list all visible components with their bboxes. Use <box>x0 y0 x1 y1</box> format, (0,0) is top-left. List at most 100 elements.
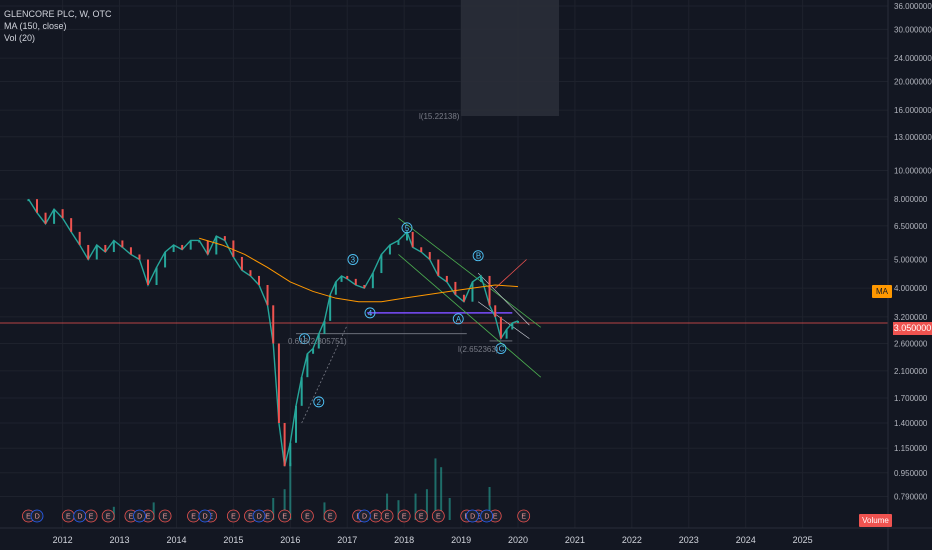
dividend-marker <box>73 509 87 523</box>
wave-label-1 <box>299 333 310 345</box>
x-tick-label: 2024 <box>736 535 756 545</box>
price-candle <box>70 218 73 232</box>
price-candle <box>272 305 275 344</box>
y-tick-label: 2.100000 <box>894 367 928 376</box>
dividend-marker <box>198 509 212 523</box>
dividend-marker-text: D <box>77 514 82 521</box>
price-candle <box>371 273 374 289</box>
wave-label-text: 2 <box>316 398 321 407</box>
earnings-marker <box>397 509 411 523</box>
price-candle <box>428 252 431 260</box>
earnings-marker <box>101 509 115 523</box>
vol-indicator-label[interactable]: Vol (20) <box>4 33 36 43</box>
price-candle <box>340 275 343 282</box>
price-candle <box>104 244 107 253</box>
price-candle <box>112 240 115 253</box>
price-candle <box>505 329 508 339</box>
earnings-marker <box>226 509 240 523</box>
earnings-marker <box>380 509 394 523</box>
dividend-marker-text: D <box>484 514 489 521</box>
volume-bar <box>425 489 428 520</box>
chart-overlays <box>0 217 888 424</box>
earnings-marker <box>517 509 531 523</box>
x-tick-label: 2015 <box>223 535 243 545</box>
y-tick-label: 8.000000 <box>894 195 928 204</box>
wave-label-5 <box>401 222 413 234</box>
y-tick-label: 24.000000 <box>894 54 932 63</box>
dividend-marker <box>357 509 371 523</box>
event-markers: EEEEEEEEEEEEEEEEEEEEEEEEEDDDDDDDD <box>22 509 531 523</box>
earnings-marker-text: E <box>436 514 441 521</box>
wave-label-B <box>472 250 484 262</box>
price-candle <box>363 284 366 289</box>
volume-bar <box>323 502 326 520</box>
earnings-marker-text: E <box>328 514 333 521</box>
price-candle <box>397 240 400 245</box>
dividend-marker-text: D <box>137 514 142 521</box>
volume-bar <box>397 500 400 520</box>
earnings-marker-text: E <box>66 514 71 521</box>
earnings-marker-text: E <box>493 514 498 521</box>
fib-leg-line <box>301 324 348 424</box>
price-candle <box>138 254 141 260</box>
price-candle <box>306 353 309 378</box>
symbol-title[interactable]: GLENCORE PLC, W, OTC <box>4 9 112 19</box>
earnings-marker-text: E <box>402 514 407 521</box>
price-candle <box>87 244 90 260</box>
y-tick-label: 13.000000 <box>894 133 932 142</box>
x-tick-label: 2016 <box>280 535 300 545</box>
wedge-line-b <box>477 301 530 339</box>
price-candle <box>346 275 349 279</box>
earnings-marker <box>158 509 172 523</box>
price-candle <box>323 320 326 334</box>
box-price-annotation: l(15.22138) <box>419 112 460 121</box>
time-axis: 2012 2013 2014 2015 2016 2017 2018 2019 2020 2021… <box>0 527 932 545</box>
y-tick-label: 1.700000 <box>894 394 928 403</box>
price-axis: 36.000000 30.000000 24.000000 20.000000 16.0… <box>887 0 932 550</box>
volume-bar <box>289 462 292 520</box>
price-candle <box>27 199 30 202</box>
earnings-marker <box>278 509 292 523</box>
volume-bar <box>272 498 275 520</box>
volume-bar <box>414 493 417 520</box>
y-tick-label: 20.000000 <box>894 77 932 86</box>
price-candle <box>380 254 383 274</box>
channel-upper <box>398 217 542 328</box>
earnings-marker-text: E <box>385 514 390 521</box>
wave-label-text: 1 <box>302 335 307 344</box>
y-tick-label: 6.500000 <box>894 222 928 231</box>
x-tick-label: 2023 <box>679 535 699 545</box>
y-tick-label: 4.000000 <box>894 284 928 293</box>
price-candle <box>181 244 184 250</box>
price-candle <box>334 281 337 295</box>
dividend-marker-text: D <box>257 514 262 521</box>
projection-box <box>461 0 559 116</box>
y-tick-label: 5.000000 <box>894 256 928 265</box>
dividend-marker <box>480 509 494 523</box>
ma-line <box>199 237 519 303</box>
price-candle <box>354 278 357 285</box>
y-tick-label: 1.150000 <box>894 444 928 453</box>
earnings-marker-text: E <box>106 514 111 521</box>
price-candle <box>164 252 167 268</box>
price-candle <box>223 236 226 241</box>
earnings-marker-text: E <box>265 514 270 521</box>
wave-label-text: C <box>499 345 505 354</box>
volume-tag[interactable]: Volume <box>859 514 892 527</box>
earnings-marker-text: E <box>89 514 94 521</box>
ma-indicator-label[interactable]: MA (150, close) <box>4 21 67 31</box>
price-candle <box>240 256 243 271</box>
wave-label-3 <box>347 254 359 265</box>
volume-bar <box>448 498 451 520</box>
earnings-marker <box>414 509 428 523</box>
wave-label-text: B <box>476 252 481 261</box>
volume-bar <box>152 502 155 520</box>
price-candle <box>420 247 423 253</box>
x-tick-label: 2021 <box>565 535 585 545</box>
price-candle <box>289 442 292 467</box>
dividend-marker <box>252 509 266 523</box>
trend-up-line <box>494 259 527 289</box>
x-tick-label: 2025 <box>793 535 813 545</box>
price-candle <box>249 270 252 276</box>
